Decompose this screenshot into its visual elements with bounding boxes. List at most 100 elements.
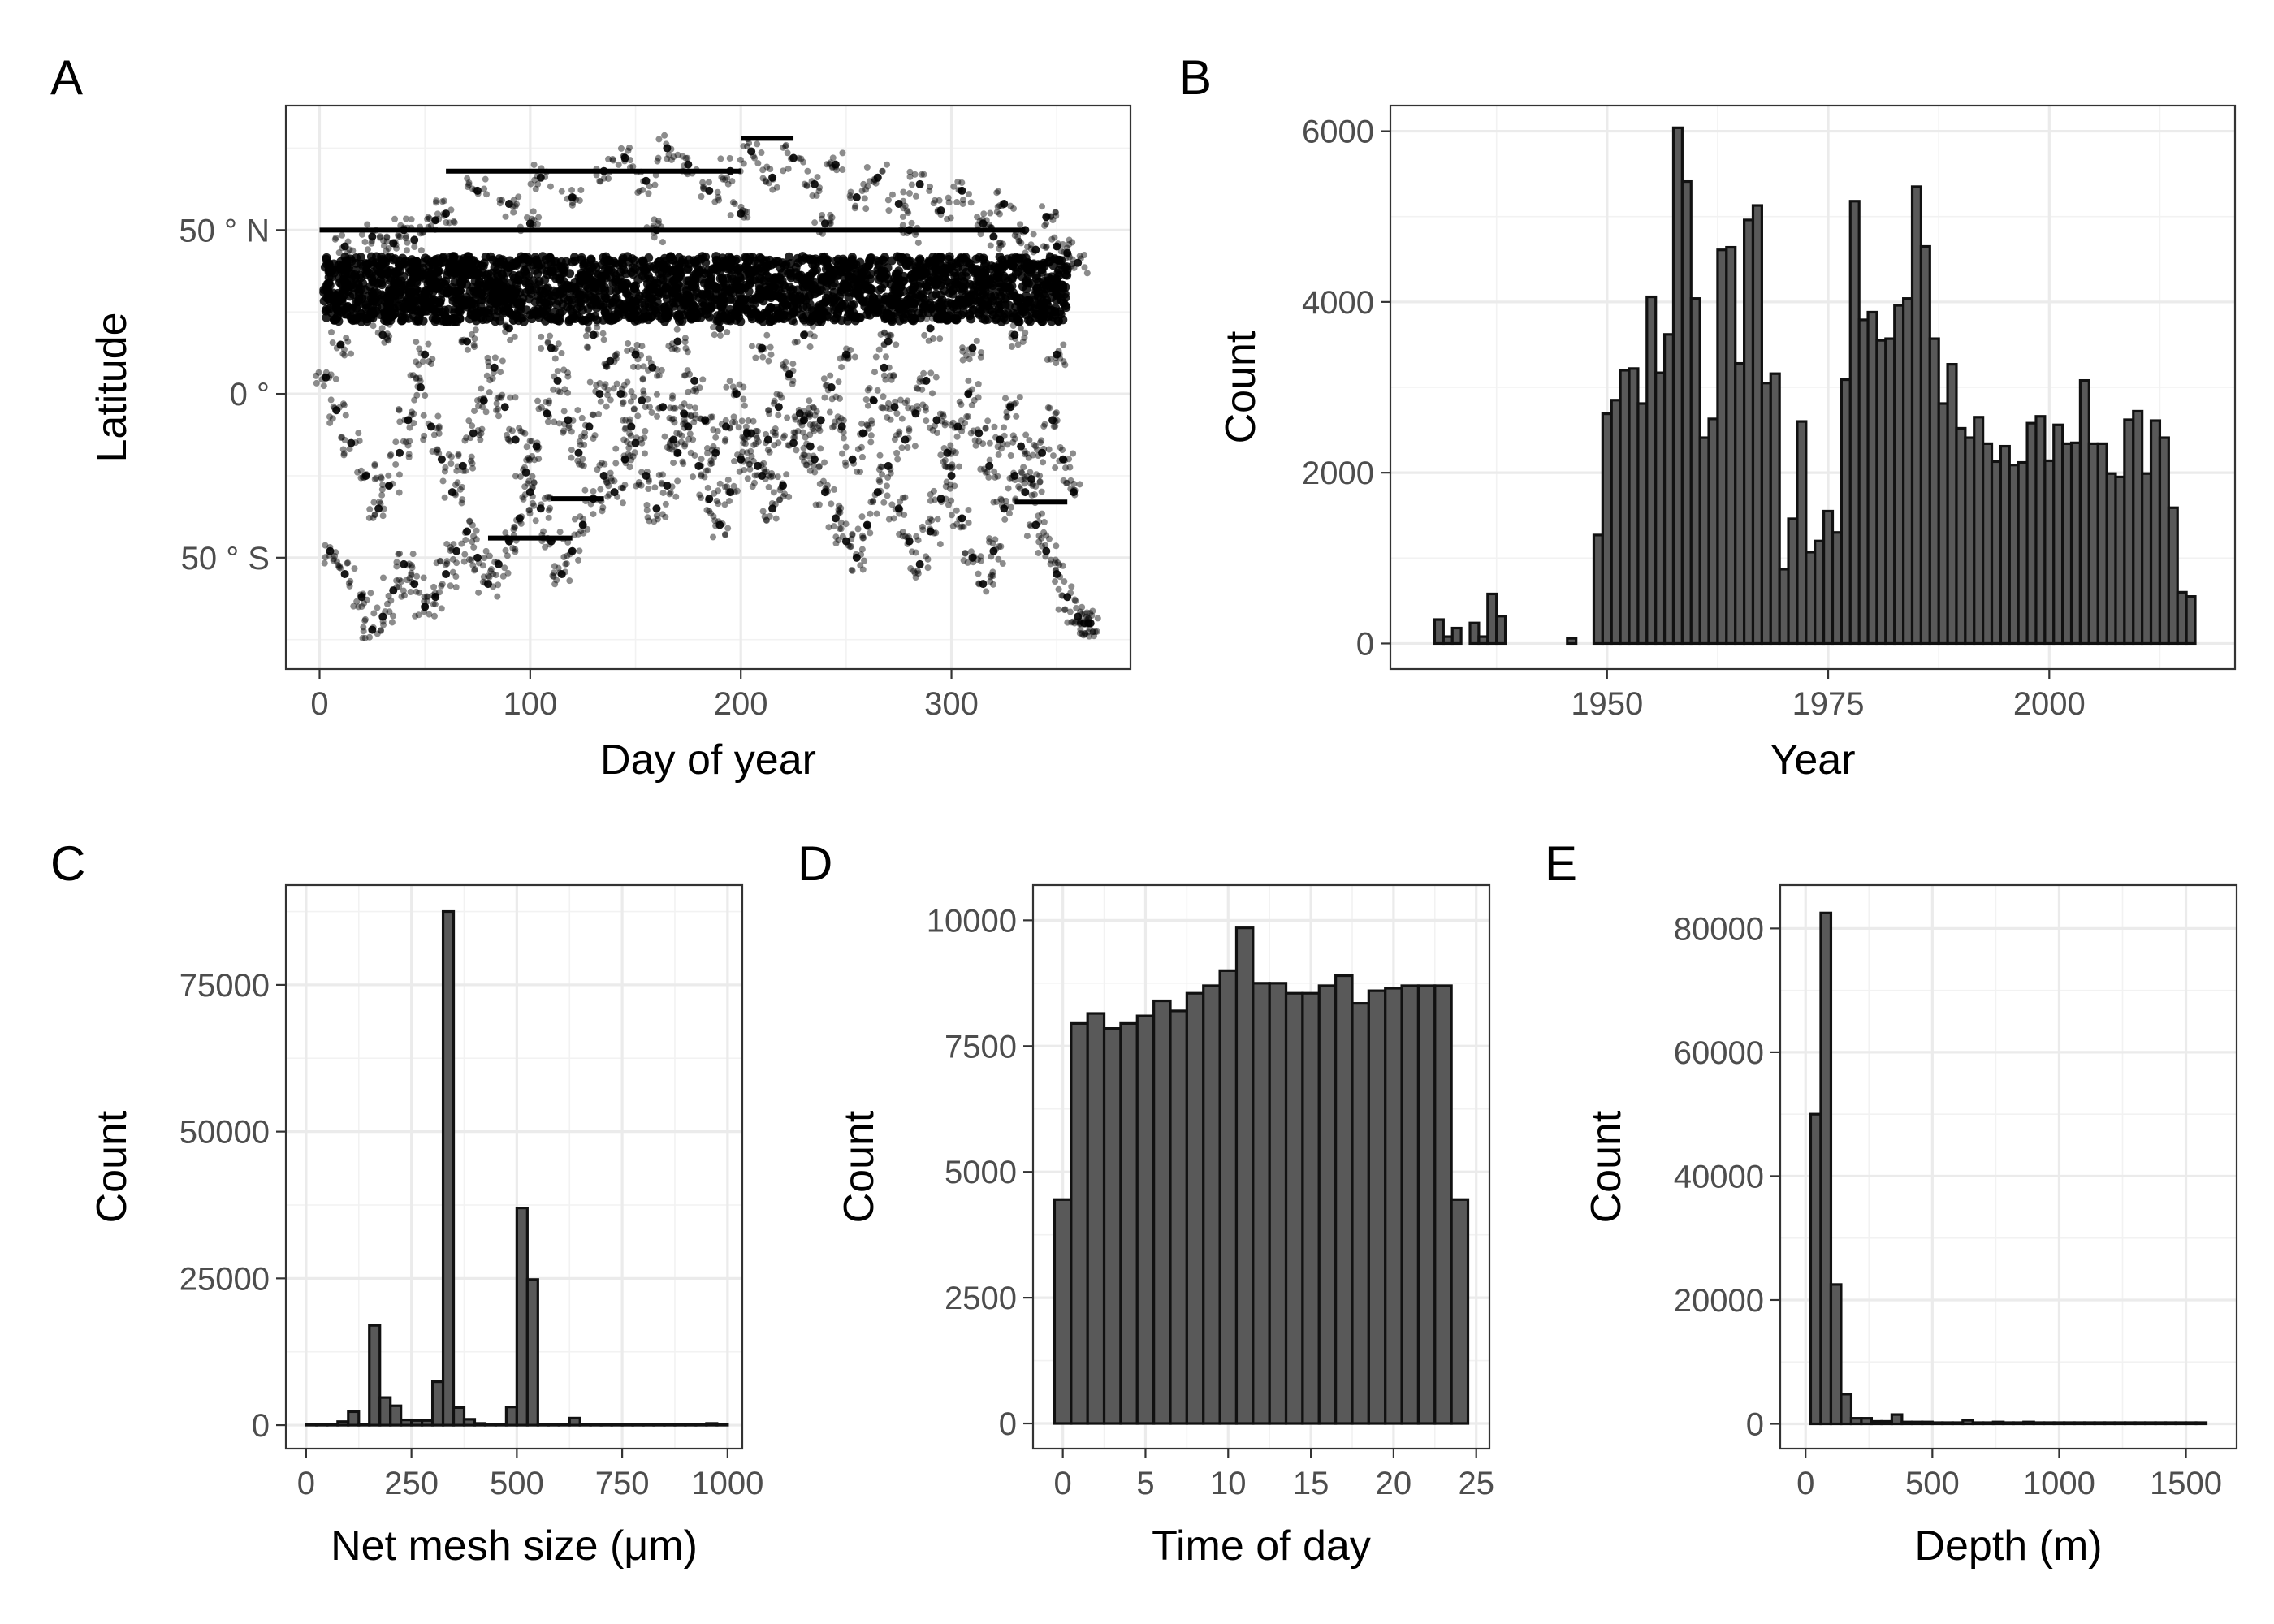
scatter-point (913, 533, 920, 540)
scatter-point (491, 354, 499, 361)
scatter-point (608, 257, 618, 266)
scatter-point (996, 292, 1005, 301)
scatter-point (859, 532, 867, 539)
scatter-point (948, 289, 958, 299)
scatter-point (854, 468, 861, 475)
scatter-point (538, 344, 545, 352)
scatter-point (447, 582, 454, 590)
scatter-point (378, 612, 387, 621)
scatter-point (512, 548, 519, 555)
scatter-point (482, 547, 490, 555)
scatter-point (777, 275, 787, 285)
scatter-point (644, 299, 654, 309)
scatter-point (896, 510, 903, 517)
scatter-point (481, 555, 488, 562)
scatter-point (754, 472, 761, 479)
scatter-point (953, 257, 963, 266)
scatter-point (482, 175, 489, 183)
scatter-point (332, 375, 339, 382)
scatter-point (646, 183, 653, 190)
scatter-point (904, 540, 911, 547)
scatter-point (806, 330, 814, 338)
scatter-point (326, 419, 334, 426)
scatter-point (668, 446, 676, 453)
scatter-point (547, 183, 554, 190)
scatter-point (725, 313, 733, 321)
scatter-point (885, 400, 893, 407)
scatter-point (330, 557, 337, 564)
scatter-point (361, 599, 368, 607)
histogram-bar (1787, 517, 1799, 646)
scatter-point (956, 516, 963, 523)
histogram-bar (2123, 418, 2135, 646)
scatter-point (530, 502, 538, 509)
scatter-point (638, 482, 645, 489)
scatter-point (780, 167, 787, 175)
scatter-point (1033, 291, 1043, 300)
scatter-point (835, 378, 842, 386)
scatter-point (698, 462, 705, 469)
scatter-point (492, 572, 499, 579)
scatter-point (423, 255, 433, 265)
scatter-point (464, 183, 471, 190)
scatter-point (620, 436, 628, 443)
scatter-point (1068, 583, 1075, 590)
histogram-bar (1628, 367, 1640, 646)
scatter-point (989, 232, 998, 241)
scatter-point (699, 376, 707, 383)
scatter-point (503, 431, 510, 438)
scatter-point (988, 572, 996, 579)
scatter-point (713, 447, 720, 454)
scatter-point (326, 546, 335, 555)
scatter-point (434, 412, 442, 420)
scatter-point (934, 516, 941, 523)
scatter-point (360, 590, 367, 598)
histogram-bar (1805, 551, 1817, 646)
scatter-point (398, 300, 408, 309)
scatter-point (1031, 441, 1038, 448)
scatter-point (703, 417, 711, 425)
scatter-point (827, 372, 834, 379)
scatter-point (891, 283, 901, 293)
scatter-point (336, 563, 344, 570)
scatter-point (326, 544, 334, 551)
scatter-point (926, 424, 933, 431)
scatter-point (697, 495, 704, 502)
scatter-point (1031, 259, 1038, 266)
scatter-point (1057, 444, 1064, 451)
scatter-point (332, 549, 339, 556)
scatter-point (1021, 488, 1030, 497)
scatter-point (634, 412, 642, 420)
scatter-point (646, 517, 653, 525)
scatter-point (678, 255, 688, 265)
scatter-point (550, 569, 557, 577)
scatter-point (1077, 620, 1084, 627)
scatter-point (909, 314, 919, 324)
scatter-point (467, 457, 474, 464)
scatter-point (765, 483, 772, 490)
scatter-point (400, 587, 407, 594)
scatter-point (816, 427, 824, 434)
scatter-point (320, 382, 327, 390)
scatter-point (661, 283, 671, 293)
scatter-point (1055, 606, 1062, 613)
histogram-bar (1760, 382, 1772, 646)
scatter-point (369, 237, 376, 244)
scatter-point (556, 569, 564, 577)
scatter-point (837, 287, 846, 296)
scatter-point (379, 482, 387, 489)
scatter-point (725, 304, 735, 314)
scatter-point (672, 493, 680, 500)
scatter-point (459, 295, 469, 304)
scatter-point (478, 430, 485, 437)
scatter-point (673, 312, 683, 322)
scatter-point (341, 352, 348, 359)
scatter-point (923, 258, 933, 268)
scatter-point (432, 217, 439, 224)
scatter-point (493, 271, 503, 281)
scatter-point (748, 275, 758, 285)
scatter-point (508, 313, 515, 320)
scatter-point (661, 433, 668, 440)
scatter-point (387, 597, 395, 604)
scatter-point (650, 276, 659, 286)
